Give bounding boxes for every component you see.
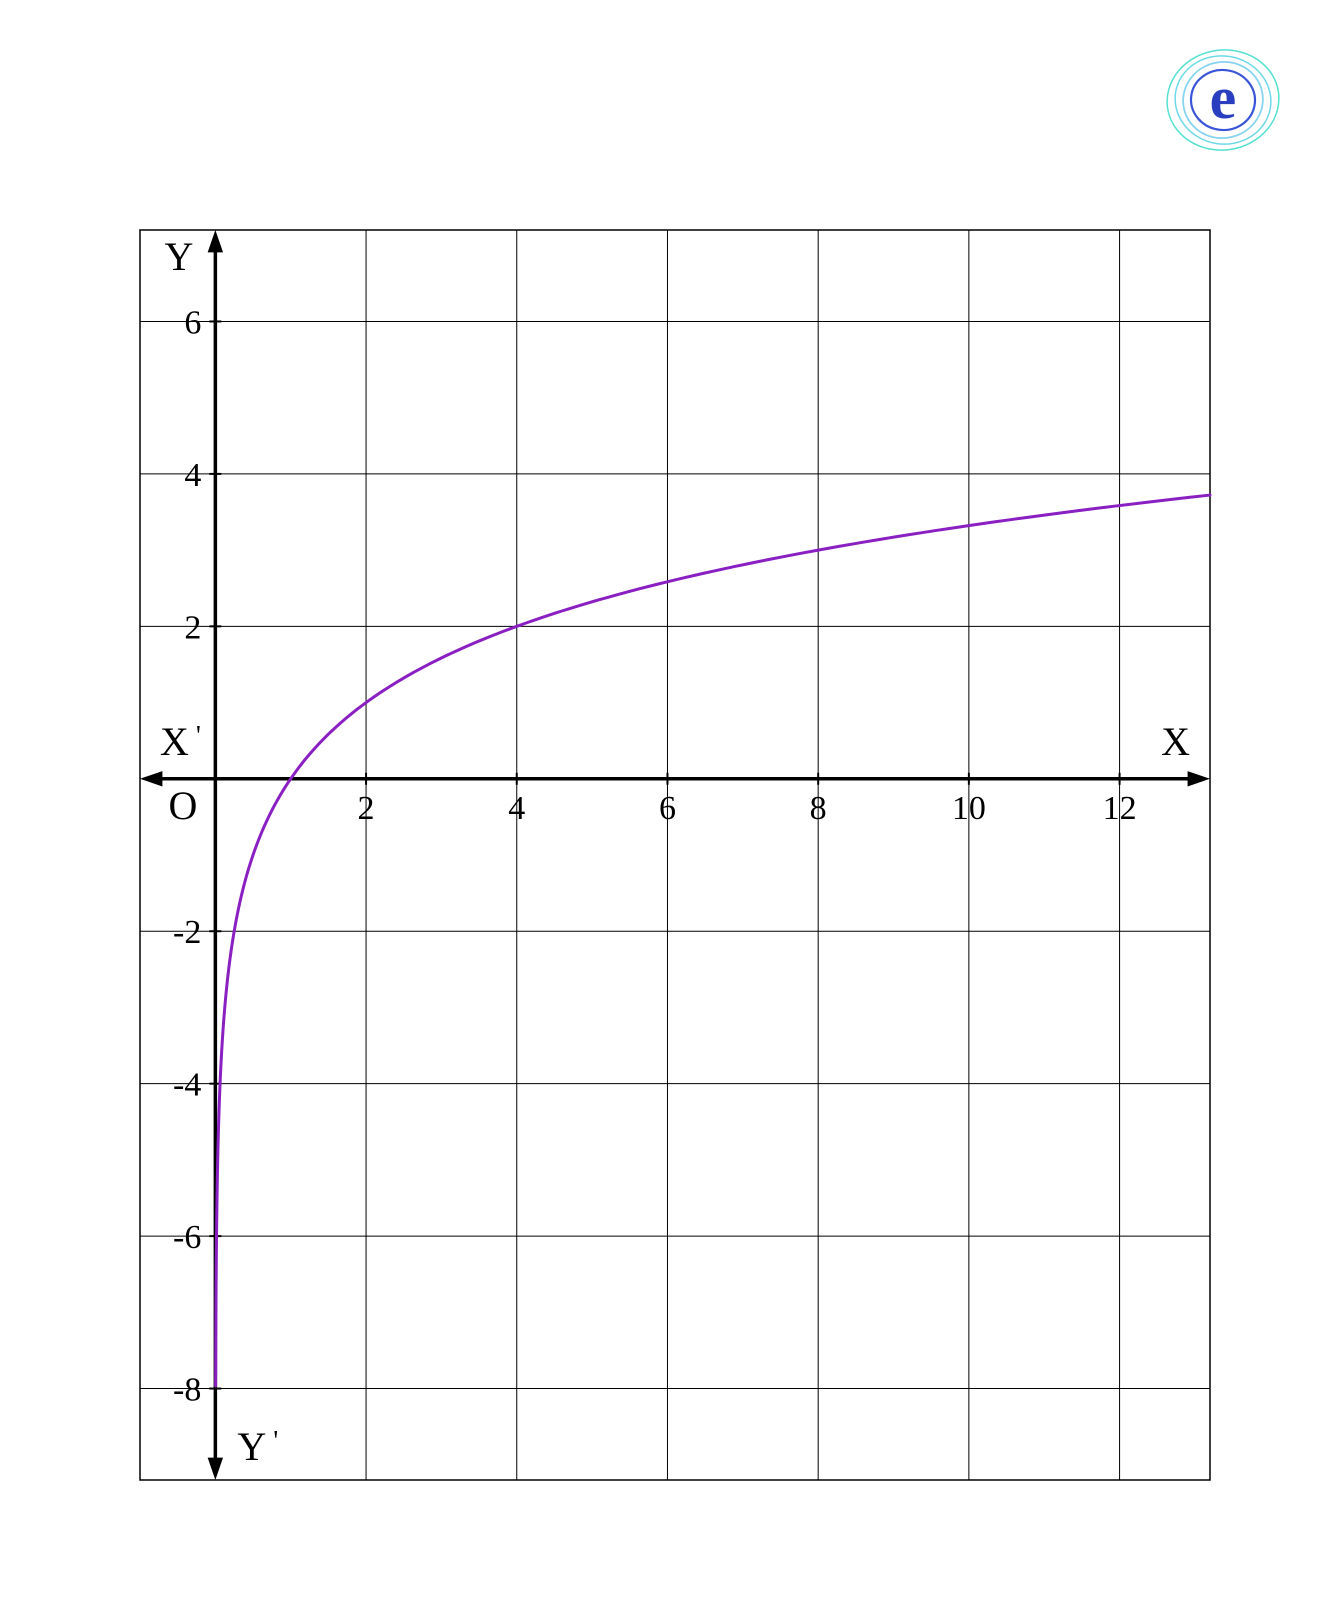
y-tick-label: -6 bbox=[173, 1219, 201, 1256]
logo-letter: e bbox=[1210, 65, 1237, 131]
log-chart: 24681012246-2-4-6-8 YY 'XX 'O bbox=[100, 190, 1250, 1525]
y-tick-label: 2 bbox=[184, 609, 201, 646]
x-tick-label: 8 bbox=[810, 790, 827, 827]
logo-svg: e bbox=[1163, 40, 1283, 160]
y-tick-label: 6 bbox=[184, 304, 201, 341]
chart-border bbox=[140, 230, 1210, 1480]
x-tick-label: 4 bbox=[508, 790, 525, 827]
x-tick-label: 12 bbox=[1103, 790, 1137, 827]
y-tick-label: -8 bbox=[173, 1372, 201, 1409]
brand-logo: e bbox=[1163, 40, 1283, 165]
origin-label: O bbox=[168, 783, 197, 828]
y-axis-label: Y bbox=[164, 234, 193, 279]
y-tick-label: -4 bbox=[173, 1067, 201, 1104]
chart-svg: 24681012246-2-4-6-8 YY 'XX 'O bbox=[100, 190, 1250, 1520]
x-tick-label: 10 bbox=[952, 790, 986, 827]
x-tick-label: 6 bbox=[659, 790, 676, 827]
x-axis-label: X bbox=[1161, 719, 1190, 764]
x-tick-label: 2 bbox=[358, 790, 375, 827]
y-tick-label: 4 bbox=[184, 457, 201, 494]
y-tick-label: -2 bbox=[173, 914, 201, 951]
